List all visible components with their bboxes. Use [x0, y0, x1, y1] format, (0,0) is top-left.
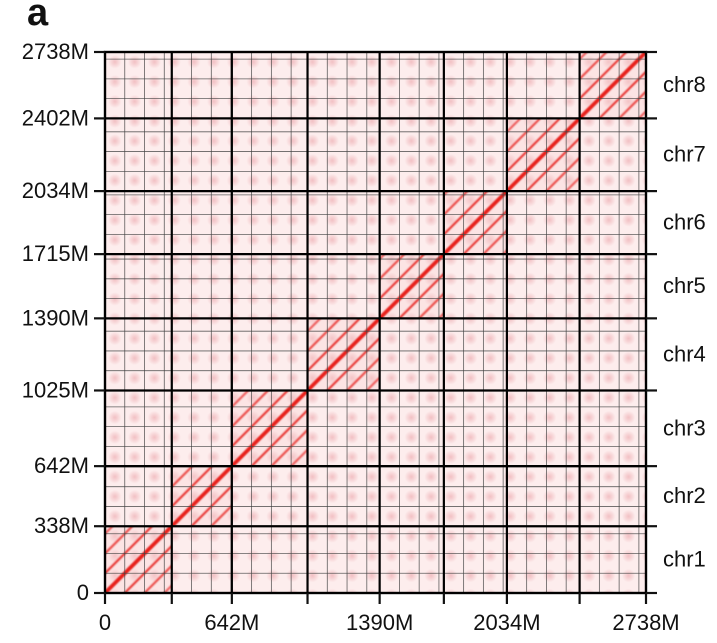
chromosome-boundary-lines — [105, 52, 646, 593]
x-tick-label: 2738M — [612, 610, 679, 635]
chr-label-chr7: chr7 — [663, 142, 706, 167]
chr-block-chr4 — [307, 318, 380, 391]
x-tick-label: 2034M — [473, 610, 540, 635]
y-tick-label: 2738M — [22, 39, 89, 64]
y-tick-label: 2402M — [22, 105, 89, 130]
chr-label-chr2: chr2 — [663, 483, 706, 508]
panel-label: a — [27, 0, 49, 34]
chr-label-chr3: chr3 — [663, 415, 706, 440]
chr-block-chr5 — [379, 254, 444, 319]
y-tick-label: 642M — [34, 453, 89, 478]
y-tick-label: 2034M — [22, 178, 89, 203]
chr-label-chr5: chr5 — [663, 273, 706, 298]
chr-block-chr3 — [231, 390, 308, 467]
chr-block-chr1 — [105, 526, 172, 594]
axis-ticks — [94, 50, 657, 604]
y-tick-label: 338M — [34, 513, 89, 538]
chr-block-chr8 — [579, 52, 646, 119]
x-tick-label: 1390M — [346, 610, 413, 635]
chr-label-chr1: chr1 — [663, 547, 706, 572]
x-tick-label: 642M — [204, 610, 259, 635]
chr-block-chr2 — [171, 466, 232, 527]
chr-block-chr7 — [506, 118, 580, 192]
y-tick-label: 1025M — [22, 377, 89, 402]
chr-block-chr6 — [443, 191, 507, 255]
chr-label-chr6: chr6 — [663, 210, 706, 235]
y-tick-label: 1390M — [22, 305, 89, 330]
y-tick-label: 1715M — [22, 241, 89, 266]
x-tick-label: 0 — [99, 610, 111, 635]
chr-label-chr8: chr8 — [663, 72, 706, 97]
chr-label-chr4: chr4 — [663, 341, 706, 366]
plot-border — [103, 50, 648, 595]
grid-lines — [105, 52, 646, 593]
y-tick-label: 0 — [77, 580, 89, 605]
